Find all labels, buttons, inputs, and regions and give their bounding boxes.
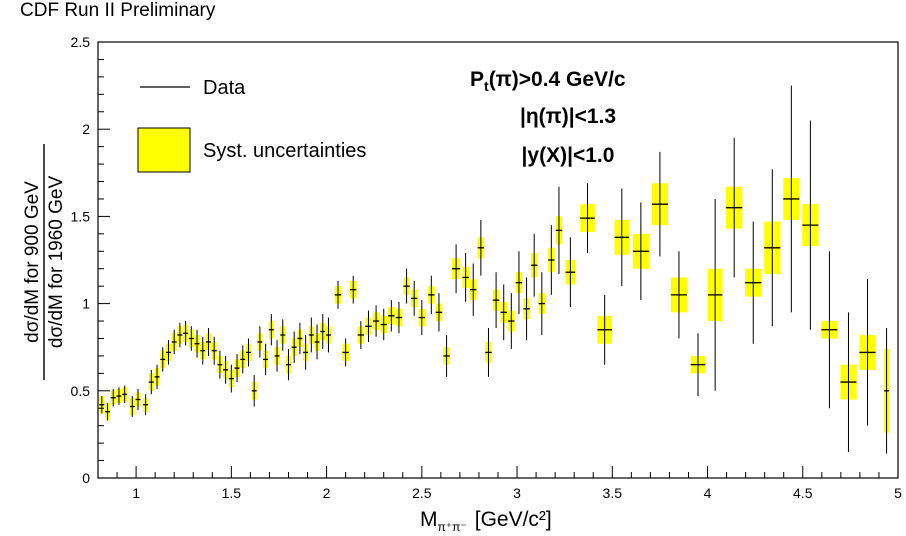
x-axis-title: Mπ⁺π⁻ [GeV/c²] <box>420 508 552 534</box>
y-axis-title: dσ/dM for 900 GeV dσ/dM for 1960 GeV <box>22 144 67 380</box>
legend-syst-label: Syst. uncertainties <box>203 140 366 162</box>
x-tick-label: 1 <box>132 485 140 501</box>
y-tick-label: 0 <box>82 470 90 486</box>
x-tick-label: 2.5 <box>412 485 432 501</box>
cut-pt: Pt(π)>0.4 GeV/c <box>470 68 626 94</box>
legend-data-label: Data <box>203 77 246 99</box>
y-tick-label: 2.5 <box>71 34 91 50</box>
x-axis-title-main: M <box>420 508 438 531</box>
y-axis-ticks: 0 0.5 1 1.5 2 2.5 <box>71 34 110 486</box>
chart-header: CDF Run II Preliminary <box>20 0 216 21</box>
data-points <box>99 198 890 413</box>
x-tick-label: 4.5 <box>793 485 813 501</box>
y-tick-label: 1 <box>82 296 90 312</box>
syst-uncertainty-boxes <box>99 178 890 433</box>
x-tick-label: 3.5 <box>603 485 623 501</box>
y-tick-label: 0.5 <box>71 383 91 399</box>
y-tick-label: 2 <box>82 121 90 137</box>
x-axis-title-unit: [GeV/c²] <box>475 508 552 531</box>
x-tick-label: 1.5 <box>222 485 242 501</box>
x-tick-label: 2 <box>323 485 331 501</box>
x-axis-title-subscript: π⁺π⁻ <box>438 520 467 534</box>
x-tick-label: 3 <box>513 485 521 501</box>
y-axis-numerator: dσ/dM for 900 GeV <box>22 181 43 343</box>
legend-syst-swatch <box>137 127 191 173</box>
y-axis-denominator: dσ/dM for 1960 GeV <box>46 176 67 349</box>
x-axis-ticks: 1 1.5 2 2.5 3 3.5 4 4.5 5 <box>97 466 902 501</box>
cut-annotations: Pt(π)>0.4 GeV/c |η(π)|<1.3 |y(X)|<1.0 <box>470 68 626 167</box>
cut-eta: |η(π)|<1.3 <box>520 105 616 128</box>
x-tick-label: 4 <box>704 485 712 501</box>
y-tick-label: 1.5 <box>71 208 91 224</box>
x-tick-label: 5 <box>894 485 902 501</box>
cut-y: |y(X)|<1.0 <box>522 144 615 167</box>
legend: Data Syst. uncertainties <box>137 77 366 173</box>
